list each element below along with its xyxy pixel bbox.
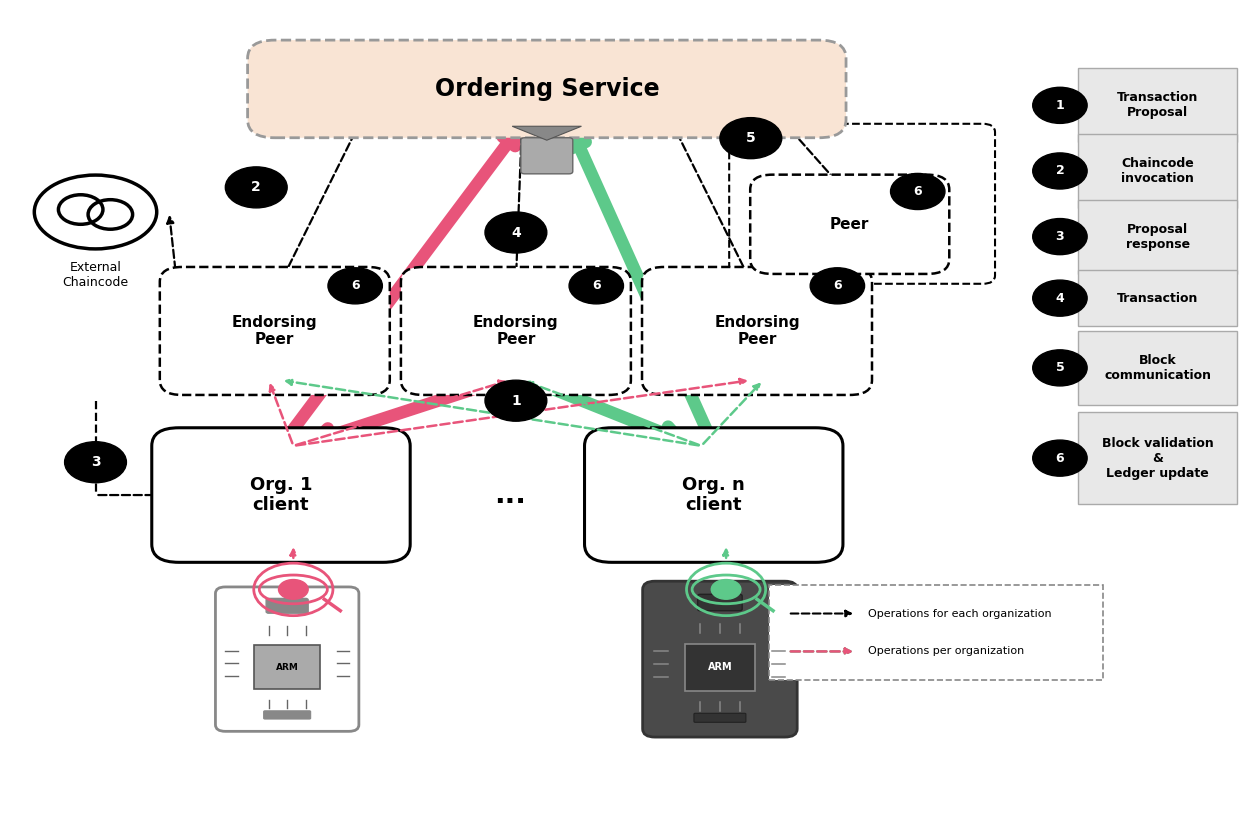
Text: Transaction
Proposal: Transaction Proposal: [1117, 92, 1199, 119]
FancyArrowPatch shape: [703, 384, 759, 444]
Ellipse shape: [35, 175, 156, 249]
Text: External
Chaincode: External Chaincode: [62, 261, 129, 289]
FancyArrowPatch shape: [283, 129, 518, 444]
FancyArrowPatch shape: [315, 381, 498, 444]
FancyArrowPatch shape: [513, 122, 522, 277]
FancyBboxPatch shape: [247, 40, 846, 138]
Circle shape: [225, 167, 287, 208]
Text: Endorsing
Peer: Endorsing Peer: [232, 315, 318, 347]
Text: Org. n
client: Org. n client: [682, 476, 745, 515]
Text: Block validation
&
Ledger update: Block validation & Ledger update: [1102, 437, 1213, 480]
Circle shape: [1033, 88, 1087, 123]
Text: ARM: ARM: [708, 662, 733, 672]
Circle shape: [1033, 350, 1087, 386]
FancyBboxPatch shape: [585, 428, 843, 563]
Text: 4: 4: [1056, 292, 1064, 305]
Text: 2: 2: [251, 180, 261, 194]
FancyArrowPatch shape: [98, 492, 174, 498]
FancyArrowPatch shape: [283, 122, 360, 277]
FancyBboxPatch shape: [1078, 200, 1237, 273]
Circle shape: [484, 212, 546, 253]
Text: Peer: Peer: [830, 216, 869, 232]
FancyBboxPatch shape: [698, 595, 743, 610]
FancyBboxPatch shape: [694, 714, 746, 722]
FancyBboxPatch shape: [1078, 331, 1237, 405]
Circle shape: [569, 268, 623, 304]
FancyBboxPatch shape: [266, 598, 308, 613]
FancyArrowPatch shape: [291, 550, 296, 558]
Text: Org. 1
client: Org. 1 client: [250, 476, 312, 515]
FancyArrowPatch shape: [672, 122, 749, 277]
Circle shape: [278, 580, 308, 599]
Circle shape: [810, 268, 864, 304]
Text: Operations for each organization: Operations for each organization: [868, 609, 1052, 619]
FancyArrowPatch shape: [287, 379, 699, 445]
FancyArrowPatch shape: [528, 382, 699, 445]
FancyBboxPatch shape: [160, 267, 390, 395]
Text: 6: 6: [913, 185, 922, 198]
FancyBboxPatch shape: [215, 587, 359, 731]
Text: 1: 1: [1056, 99, 1064, 112]
Text: 4: 4: [510, 225, 520, 240]
Circle shape: [1033, 440, 1087, 476]
FancyArrowPatch shape: [723, 550, 729, 558]
Circle shape: [891, 173, 945, 210]
FancyBboxPatch shape: [642, 267, 872, 395]
FancyBboxPatch shape: [1078, 270, 1237, 326]
Circle shape: [484, 380, 546, 421]
Text: 6: 6: [592, 279, 601, 292]
Circle shape: [328, 268, 383, 304]
Text: 5: 5: [746, 131, 755, 145]
Text: 1: 1: [510, 394, 520, 408]
Text: Operations per organization: Operations per organization: [868, 647, 1025, 657]
Circle shape: [1033, 153, 1087, 189]
Text: Endorsing
Peer: Endorsing Peer: [714, 315, 800, 347]
FancyBboxPatch shape: [263, 711, 310, 719]
Text: 6: 6: [1056, 452, 1064, 464]
Circle shape: [720, 117, 781, 159]
FancyArrowPatch shape: [168, 217, 181, 328]
FancyBboxPatch shape: [520, 138, 573, 173]
FancyArrowPatch shape: [571, 131, 713, 444]
FancyBboxPatch shape: [152, 428, 410, 563]
Text: Block
communication: Block communication: [1104, 354, 1211, 382]
Text: Transaction: Transaction: [1117, 292, 1199, 305]
Text: Endorsing
Peer: Endorsing Peer: [473, 315, 559, 347]
Text: ...: ...: [494, 481, 525, 509]
Text: Chaincode
invocation: Chaincode invocation: [1122, 157, 1194, 185]
FancyBboxPatch shape: [1078, 412, 1237, 504]
FancyBboxPatch shape: [750, 174, 949, 274]
Text: ARM: ARM: [276, 662, 298, 672]
FancyArrowPatch shape: [784, 121, 840, 186]
Text: Ordering Service: Ordering Service: [435, 77, 660, 101]
Text: 6: 6: [350, 279, 359, 292]
FancyBboxPatch shape: [1078, 69, 1237, 142]
Text: Proposal
response: Proposal response: [1125, 222, 1190, 250]
Polygon shape: [512, 126, 581, 140]
FancyBboxPatch shape: [1078, 134, 1237, 208]
FancyArrowPatch shape: [270, 386, 292, 444]
FancyArrowPatch shape: [533, 382, 679, 441]
Circle shape: [712, 580, 741, 599]
Text: 2: 2: [1056, 164, 1064, 178]
Text: 3: 3: [1056, 230, 1064, 243]
Text: 3: 3: [91, 455, 101, 469]
Circle shape: [1033, 219, 1087, 254]
FancyArrowPatch shape: [296, 379, 745, 445]
FancyBboxPatch shape: [769, 586, 1103, 680]
FancyBboxPatch shape: [642, 582, 797, 737]
Text: 5: 5: [1056, 362, 1064, 374]
FancyBboxPatch shape: [401, 267, 631, 395]
Circle shape: [1033, 280, 1087, 316]
FancyArrowPatch shape: [296, 381, 504, 445]
Circle shape: [65, 442, 127, 482]
Text: 6: 6: [833, 279, 842, 292]
